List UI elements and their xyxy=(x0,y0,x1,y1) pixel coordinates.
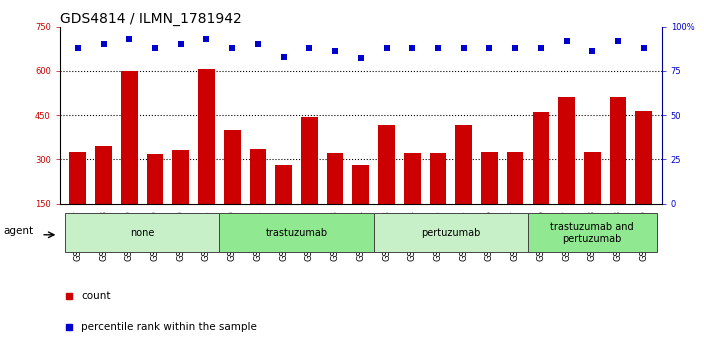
Text: agent: agent xyxy=(4,226,33,236)
Point xyxy=(638,45,649,51)
Bar xyxy=(532,112,549,248)
Bar xyxy=(70,152,86,248)
Point xyxy=(381,45,392,51)
Point xyxy=(407,45,418,51)
Bar xyxy=(301,116,318,248)
Point xyxy=(73,45,84,51)
Point xyxy=(329,48,341,54)
Bar xyxy=(95,146,112,248)
Text: pertuzumab: pertuzumab xyxy=(421,228,481,238)
Bar xyxy=(558,97,575,248)
Point xyxy=(98,41,109,47)
Point xyxy=(561,38,572,44)
Point xyxy=(535,45,546,51)
Bar xyxy=(481,152,498,248)
Bar xyxy=(584,152,601,248)
Bar xyxy=(146,154,163,248)
Bar xyxy=(404,153,420,248)
Point xyxy=(484,45,495,51)
Bar xyxy=(507,152,524,248)
Bar xyxy=(636,110,652,248)
Bar xyxy=(528,213,657,252)
Point xyxy=(124,36,135,42)
Point xyxy=(227,45,238,51)
Point xyxy=(586,48,598,54)
Text: trastuzumab and
pertuzumab: trastuzumab and pertuzumab xyxy=(551,222,634,244)
Bar xyxy=(378,125,395,248)
Point xyxy=(278,54,289,59)
Bar xyxy=(198,69,215,248)
Point xyxy=(612,38,624,44)
Point xyxy=(252,41,263,47)
Point xyxy=(201,36,212,42)
Bar xyxy=(455,125,472,248)
Bar xyxy=(353,165,369,248)
Text: trastuzumab: trastuzumab xyxy=(265,228,327,238)
Bar xyxy=(327,153,344,248)
Bar xyxy=(121,71,138,248)
Bar xyxy=(429,153,446,248)
Text: count: count xyxy=(81,291,111,301)
Bar xyxy=(249,149,266,248)
Bar xyxy=(65,213,220,252)
Bar xyxy=(220,213,374,252)
Bar xyxy=(224,130,241,248)
Bar xyxy=(275,165,292,248)
Point xyxy=(175,41,187,47)
Text: none: none xyxy=(130,228,154,238)
Bar xyxy=(610,97,627,248)
Bar xyxy=(374,213,528,252)
Point xyxy=(510,45,521,51)
Point xyxy=(149,45,161,51)
Bar xyxy=(172,150,189,248)
Text: GDS4814 / ILMN_1781942: GDS4814 / ILMN_1781942 xyxy=(60,12,241,25)
Point xyxy=(355,56,366,61)
Point xyxy=(303,45,315,51)
Point xyxy=(432,45,444,51)
Point xyxy=(458,45,470,51)
Text: percentile rank within the sample: percentile rank within the sample xyxy=(81,322,257,332)
